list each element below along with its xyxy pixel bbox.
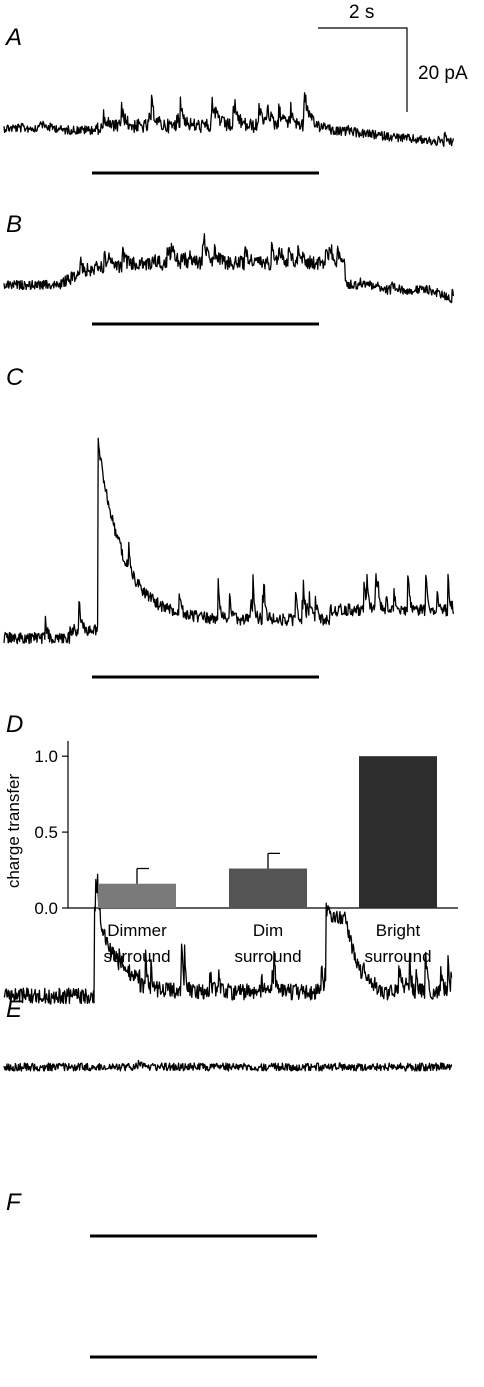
y-ticks: 0.0 0.5 1.0 [34, 747, 68, 918]
bars [98, 756, 437, 908]
category-label: Bright [376, 921, 421, 940]
scale-bar-time-label: 2 s [349, 2, 374, 23]
scale-bar: 2 s 20 pA [318, 2, 468, 112]
y-axis-label: charge transfer [4, 773, 23, 888]
scale-bar-current-label: 20 pA [418, 63, 468, 84]
y-tick-label: 0.0 [34, 899, 58, 918]
bar-chart: charge transfer 0.0 0.5 1.0 Dimmer surround… [4, 741, 458, 966]
trace-c [3, 437, 455, 645]
category-label: Dim [253, 921, 283, 940]
trace-b [3, 233, 455, 304]
trace-a [3, 92, 455, 147]
y-tick-label: 0.5 [34, 823, 58, 842]
error-bar [136, 867, 149, 884]
category-label: surround [103, 947, 170, 966]
bar [359, 756, 437, 908]
category-labels: Dimmer surround Dim surround Bright surround [103, 921, 431, 966]
category-label: surround [234, 947, 301, 966]
trace-e [3, 873, 453, 1005]
y-tick-label: 1.0 [34, 747, 58, 766]
scale-bar-lines [318, 27, 408, 112]
category-label: surround [364, 947, 431, 966]
panel-label-b: B [6, 211, 22, 238]
bar [98, 883, 176, 908]
panel-label-d: D [6, 711, 23, 738]
bar [229, 868, 307, 908]
panel-label-f: F [6, 1189, 22, 1216]
panel-label-a: A [4, 24, 22, 51]
category-label: Dimmer [107, 921, 167, 940]
trace-f [3, 1059, 453, 1072]
error-bar [267, 852, 280, 869]
panel-label-c: C [6, 364, 24, 391]
